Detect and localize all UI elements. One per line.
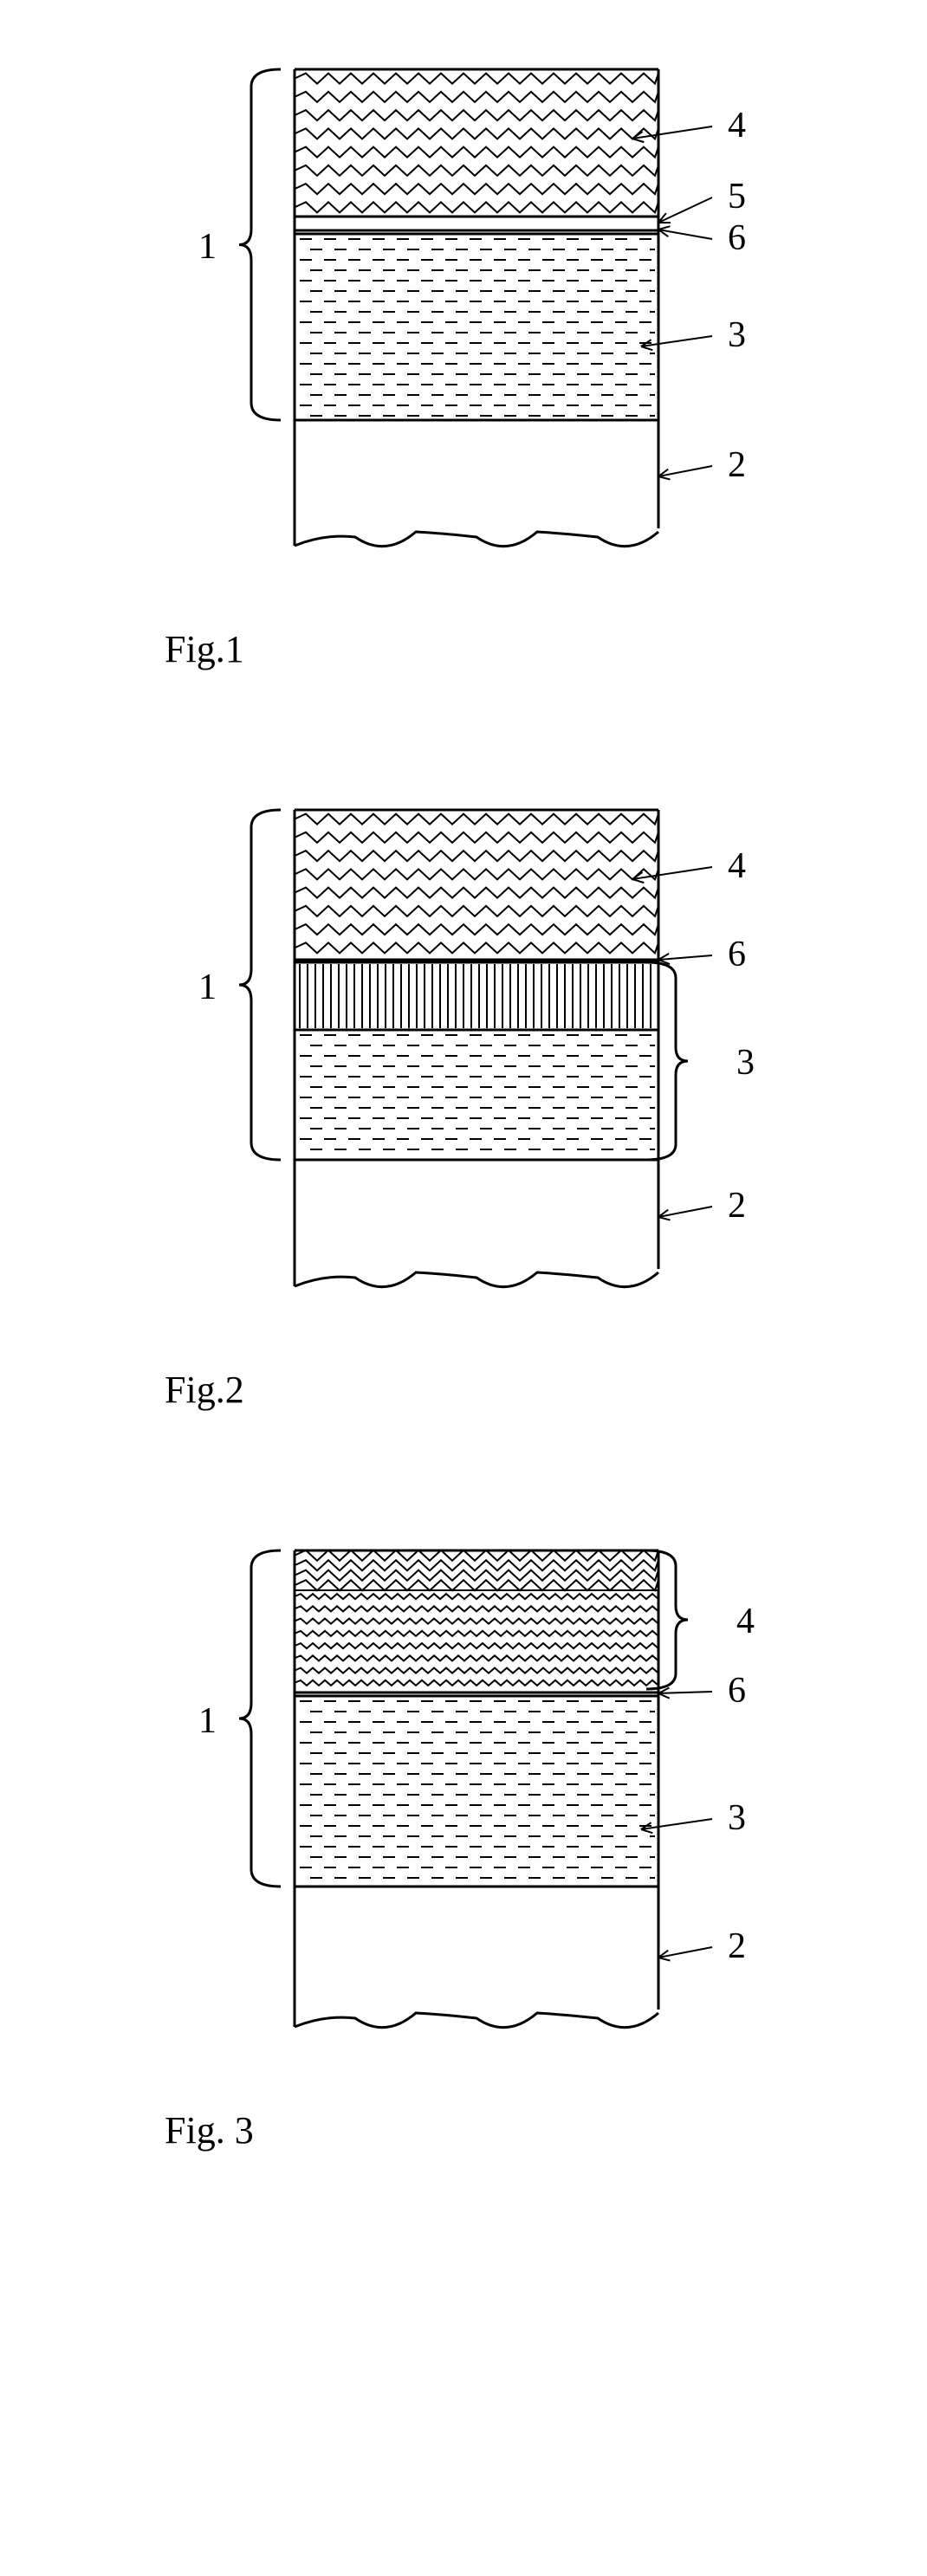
figure-fig3: 1 2 3 4 6 Fig. 3 (35, 1516, 927, 2152)
label-6: 6 (728, 935, 746, 974)
label-5: 5 (728, 177, 746, 217)
label-6: 6 (728, 218, 746, 258)
diagram-fig3: 1 2 3 4 6 (35, 1516, 901, 2087)
diagram-fig1: 1 2 3 4 56 (35, 35, 901, 606)
caption-fig1: Fig.1 (165, 627, 927, 671)
label-2: 2 (728, 445, 746, 485)
label-4: 4 (736, 1602, 755, 1641)
figure-fig1: 1 2 3 4 56 Fig.1 (35, 35, 927, 671)
label-6: 6 (728, 1671, 746, 1711)
label-2: 2 (728, 1186, 746, 1226)
label-1: 1 (198, 227, 217, 267)
label-2: 2 (728, 1926, 746, 1966)
label-1: 1 (198, 968, 217, 1007)
label-3: 3 (736, 1043, 755, 1083)
label-1: 1 (198, 1701, 217, 1741)
label-4: 4 (728, 106, 746, 146)
diagram-fig2: 1 2 3 4 6 (35, 775, 901, 1347)
caption-fig3: Fig. 3 (165, 2108, 927, 2152)
label-4: 4 (728, 846, 746, 886)
caption-fig2: Fig.2 (165, 1368, 927, 1412)
label-3: 3 (728, 315, 746, 355)
label-3: 3 (728, 1798, 746, 1838)
figure-fig2: 1 2 3 4 6 Fig.2 (35, 775, 927, 1412)
